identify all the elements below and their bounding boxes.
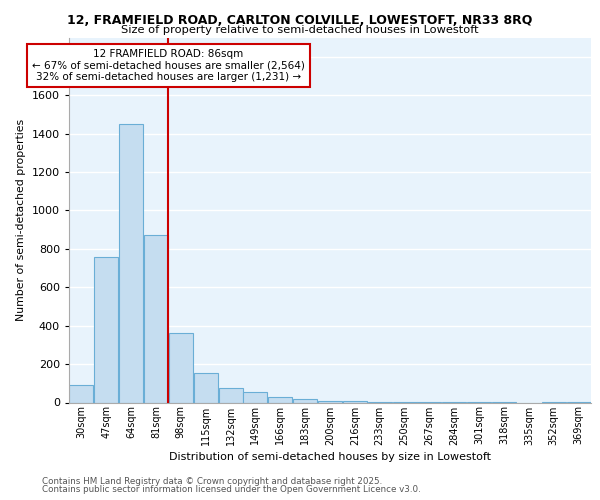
Bar bbox=[244, 392, 268, 402]
Text: Contains public sector information licensed under the Open Government Licence v3: Contains public sector information licen… bbox=[42, 485, 421, 494]
Bar bbox=[318, 400, 342, 402]
Y-axis label: Number of semi-detached properties: Number of semi-detached properties bbox=[16, 119, 26, 321]
Bar bbox=[293, 399, 317, 402]
Bar bbox=[169, 334, 193, 402]
Text: 12, FRAMFIELD ROAD, CARLTON COLVILLE, LOWESTOFT, NR33 8RQ: 12, FRAMFIELD ROAD, CARLTON COLVILLE, LO… bbox=[67, 14, 533, 27]
Bar bbox=[70, 385, 94, 402]
Bar bbox=[343, 401, 367, 402]
Bar bbox=[94, 256, 118, 402]
Bar bbox=[194, 372, 218, 402]
X-axis label: Distribution of semi-detached houses by size in Lowestoft: Distribution of semi-detached houses by … bbox=[169, 452, 491, 462]
Text: Contains HM Land Registry data © Crown copyright and database right 2025.: Contains HM Land Registry data © Crown c… bbox=[42, 477, 382, 486]
Bar bbox=[268, 396, 292, 402]
Text: 12 FRAMFIELD ROAD: 86sqm
← 67% of semi-detached houses are smaller (2,564)
32% o: 12 FRAMFIELD ROAD: 86sqm ← 67% of semi-d… bbox=[32, 49, 305, 82]
Bar bbox=[218, 388, 242, 402]
Bar bbox=[144, 236, 168, 402]
Text: Size of property relative to semi-detached houses in Lowestoft: Size of property relative to semi-detach… bbox=[121, 25, 479, 35]
Bar bbox=[119, 124, 143, 402]
